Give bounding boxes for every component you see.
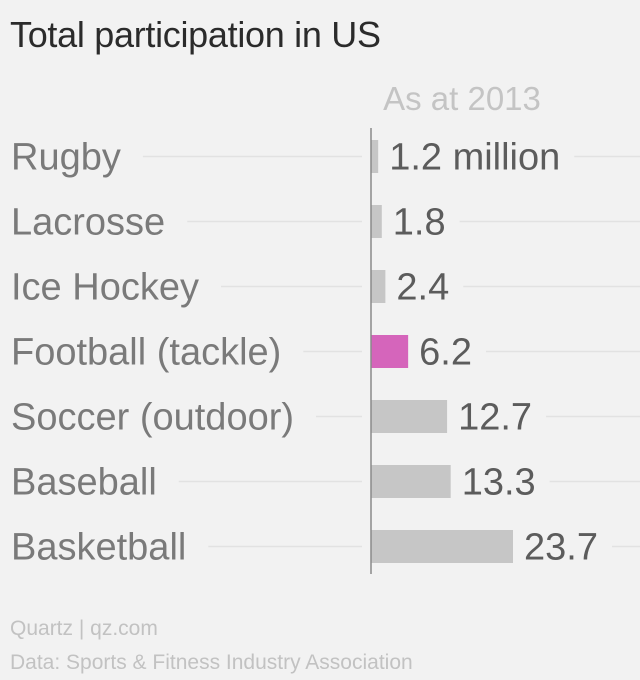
category-label: Ice Hockey [11, 267, 199, 309]
category-label: Lacrosse [11, 202, 165, 244]
category-label: Baseball [11, 462, 157, 504]
value-label: 1.8 [393, 202, 446, 244]
value-label: 6.2 [419, 332, 472, 374]
bar [371, 205, 382, 238]
value-label: 13.3 [462, 462, 536, 504]
source-credit: Quartz | qz.com [10, 617, 158, 640]
data-credit: Data: Sports & Fitness Industry Associat… [10, 651, 413, 674]
chart-rows: Rugby 1.2 million Lacrosse 1.8 Ice Hockey 2.4… [11, 137, 640, 569]
category-label: Soccer (outdoor) [11, 397, 294, 439]
bar [371, 465, 451, 498]
value-label: 12.7 [458, 397, 532, 439]
value-label: 1.2 million [389, 137, 560, 179]
chart-footer: Quartz | qz.com Data: Sports & Fitness I… [10, 612, 413, 680]
chart-subtitle: As at 2013 [383, 80, 541, 117]
bar [371, 270, 386, 303]
category-label: Basketball [11, 527, 186, 569]
chart-title: Total participation in US [10, 14, 381, 55]
value-label: 2.4 [396, 267, 449, 309]
bar [371, 400, 448, 433]
category-label: Football (tackle) [11, 332, 281, 374]
bar-chart: As at 2013 Rugby 1.2 million Lacrosse 1.8 Ic… [11, 80, 640, 574]
bar [371, 335, 409, 368]
category-label: Rugby [11, 137, 121, 179]
bar [371, 140, 379, 173]
bar [371, 530, 513, 563]
value-label: 23.7 [524, 527, 598, 569]
